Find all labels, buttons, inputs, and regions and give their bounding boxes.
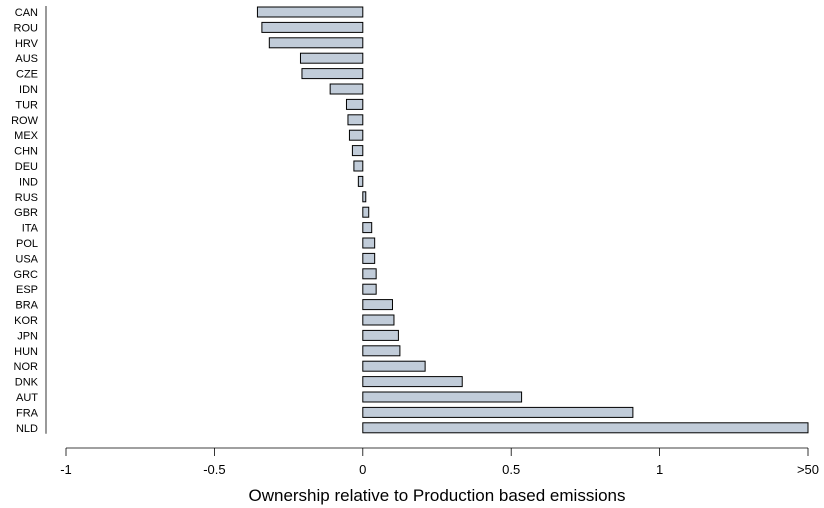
bar-rus [362,191,367,203]
category-label-aus: AUS [15,53,38,65]
bar-hun [362,345,401,357]
category-label-jpn: JPN [17,330,38,342]
category-label-tur: TUR [15,99,38,111]
category-label-bra: BRA [15,300,38,312]
category-label-hun: HUN [14,346,38,358]
bar-idn [329,83,364,95]
bar-jpn [362,329,399,341]
bar-cze [301,68,364,80]
category-label-nld: NLD [16,423,38,435]
category-label-pol: POL [16,238,38,250]
bar-ita [362,222,373,234]
bar-esp [362,283,377,295]
x-tick-label: 0.5 [502,462,520,477]
bar-fra [362,406,634,418]
category-label-rus: RUS [15,192,38,204]
bar-dnk [362,376,463,388]
category-label-gbr: GBR [14,207,38,219]
bar-tur [345,98,364,110]
x-tick-label: -0.5 [203,462,225,477]
category-label-ita: ITA [22,223,39,235]
bar-pol [362,237,376,249]
category-label-row: ROW [11,115,39,127]
category-label-grc: GRC [14,269,39,281]
bars-group [256,6,809,434]
category-label-deu: DEU [15,161,38,173]
bar-nor [362,360,426,372]
category-label-nor: NOR [14,361,39,373]
bar-nld [362,422,809,434]
category-label-can: CAN [15,7,38,19]
category-label-idn: IDN [19,84,38,96]
bar-can [256,6,364,18]
bar-kor [362,314,395,326]
x-tick-label: -1 [60,462,72,477]
category-label-chn: CHN [14,146,38,158]
bar-bra [362,299,393,311]
bar-rou [261,21,364,33]
category-label-ind: IND [19,176,38,188]
bar-gbr [362,206,370,218]
category-label-fra: FRA [16,407,39,419]
category-labels: CAN ROU HRV AUS CZE IDN TUR ROW MEX CHN DEU IND RUS G… [11,7,39,435]
x-axis: -1 -0.5 0 0.5 1 >50 [60,447,819,477]
bar-aus [299,52,364,64]
bar-chn [351,145,364,157]
category-label-usa: USA [15,253,38,265]
bar-mex [348,129,364,141]
bar-aut [362,391,523,403]
bar-ind [357,175,364,187]
category-label-esp: ESP [16,284,38,296]
x-axis-title: Ownership relative to Production based e… [248,486,625,505]
category-label-kor: KOR [14,315,38,327]
category-label-mex: MEX [14,130,39,142]
category-label-hrv: HRV [15,38,39,50]
bar-deu [353,160,364,172]
category-label-dnk: DNK [15,377,39,389]
bar-grc [362,268,377,280]
bar-hrv [268,37,364,49]
bar-row [347,114,364,126]
x-tick-label: >50 [797,462,819,477]
category-label-aut: AUT [16,392,38,404]
category-label-rou: ROU [14,22,39,34]
bar-usa [362,252,376,264]
x-tick-label: 0 [359,462,366,477]
x-tick-label: 1 [656,462,663,477]
category-label-cze: CZE [16,69,38,81]
